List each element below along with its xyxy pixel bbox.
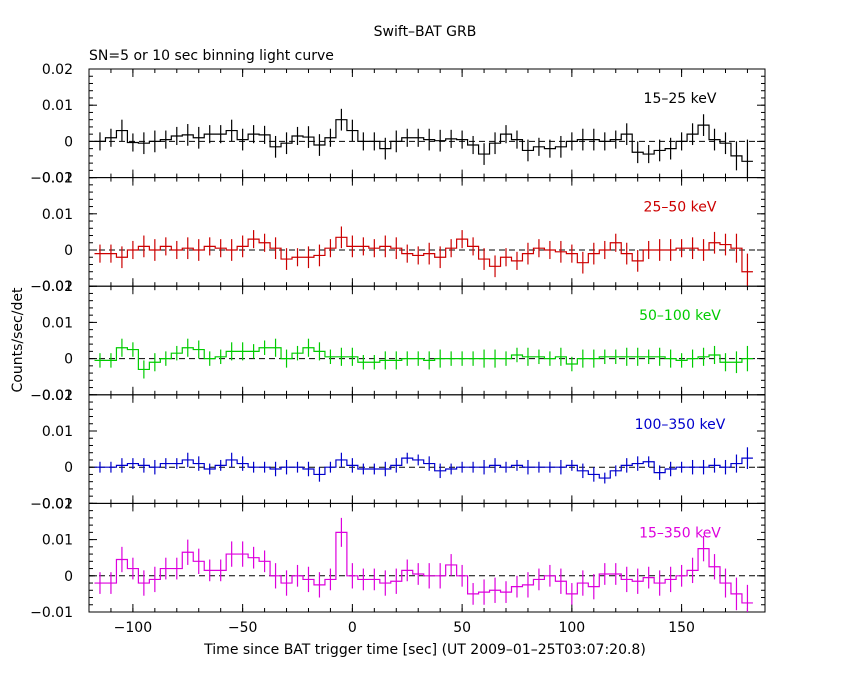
y-tick-label: −0.01 bbox=[30, 171, 73, 187]
x-tick-label: 150 bbox=[668, 620, 695, 636]
x-tick-label: −50 bbox=[228, 620, 258, 636]
y-tick-label: 0.01 bbox=[42, 533, 73, 549]
series-step-line bbox=[94, 531, 753, 604]
x-tick-label: 100 bbox=[558, 620, 585, 636]
y-tick-label: 0.02 bbox=[42, 62, 73, 78]
series-step-line bbox=[94, 236, 753, 273]
y-tick-label: 0.02 bbox=[42, 279, 73, 295]
y-tick-label: 0 bbox=[64, 243, 73, 259]
y-tick-label: 0.01 bbox=[42, 207, 73, 223]
band-label: 50–100 keV bbox=[639, 308, 721, 324]
x-tick-label: 50 bbox=[453, 620, 471, 636]
series-step-line bbox=[94, 347, 753, 371]
band-label: 15–25 keV bbox=[644, 91, 717, 107]
x-tick-label: 0 bbox=[348, 620, 357, 636]
y-tick-label: −0.01 bbox=[30, 279, 73, 295]
y-tick-label: 0.02 bbox=[42, 496, 73, 512]
y-tick-label: 0 bbox=[64, 352, 73, 368]
figure-title: Swift–BAT GRB bbox=[374, 24, 477, 40]
y-tick-label: −0.01 bbox=[30, 496, 73, 512]
series-step-line bbox=[94, 457, 753, 479]
band-label: 15–350 keV bbox=[639, 525, 721, 541]
y-tick-label: 0 bbox=[64, 134, 73, 150]
panel-1: −0.01 0 0.01 0.02 15–25 keV bbox=[30, 62, 766, 187]
band-label: 25–50 keV bbox=[644, 200, 717, 216]
figure-subtitle: SN=5 or 10 sec binning light curve bbox=[89, 48, 334, 64]
y-tick-label: 0.02 bbox=[42, 388, 73, 404]
y-tick-label: 0 bbox=[64, 569, 73, 585]
y-tick-label: −0.01 bbox=[30, 605, 73, 621]
panel-frame bbox=[88, 502, 766, 613]
y-tick-label: 0.02 bbox=[42, 171, 73, 187]
y-axis-label: Counts/sec/det bbox=[10, 287, 26, 392]
panel-5: −0.01 0 0.01 0.02 15–350 keV −100 −50 0 50 100 150 bbox=[30, 496, 766, 636]
band-label: 100–350 keV bbox=[635, 417, 726, 433]
y-tick-label: 0.01 bbox=[42, 315, 73, 331]
x-tick-label: −100 bbox=[114, 620, 152, 636]
y-tick-label: −0.01 bbox=[30, 388, 73, 404]
panel-2: −0.01 0 0.01 0.02 25–50 keV bbox=[30, 171, 766, 295]
y-tick-label: 0.01 bbox=[42, 424, 73, 440]
y-tick-label: 0 bbox=[64, 460, 73, 476]
y-tick-label: 0.01 bbox=[42, 98, 73, 114]
x-axis-label: Time since BAT trigger time [sec] (UT 20… bbox=[203, 642, 646, 658]
panels: −0.01 0 0.01 0.02 15–25 keV −0.01 0 0.01 0.02 25–… bbox=[30, 62, 766, 636]
